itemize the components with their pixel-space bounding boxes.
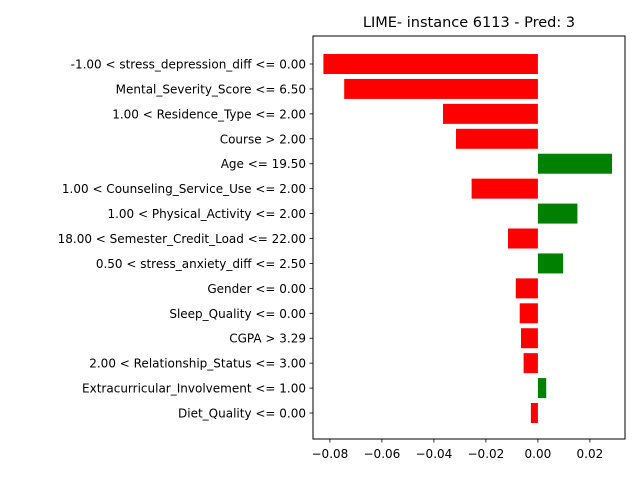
- bar: [323, 54, 538, 74]
- x-tick-label: −0.08: [312, 447, 349, 461]
- x-tick-label: 0.00: [525, 447, 552, 461]
- x-tick-label: −0.02: [468, 447, 505, 461]
- y-tick-label: Mental_Severity_Score <= 6.50: [116, 82, 306, 96]
- plot-area-frame: [312, 35, 626, 440]
- y-tick-label: Age <= 19.50: [221, 157, 306, 171]
- bar: [456, 128, 538, 149]
- y-tick-label: Course > 2.00: [220, 132, 306, 146]
- y-tick-label: Extracurricular_Involvement <= 1.00: [82, 382, 306, 396]
- x-tick-label: −0.04: [416, 447, 453, 461]
- chart-title: LIME- instance 6113 - Pred: 3: [363, 15, 575, 31]
- y-tick-label: Diet_Quality <= 0.00: [178, 407, 306, 421]
- x-tick-label: −0.06: [364, 447, 401, 461]
- y-tick-label: -1.00 < stress_depression_diff <= 0.00: [71, 58, 306, 72]
- y-tick-label: 0.50 < stress_anxiety_diff <= 2.50: [96, 257, 306, 271]
- bar: [537, 253, 564, 274]
- x-tick-label: 0.02: [577, 447, 604, 461]
- bar: [519, 303, 538, 324]
- bar: [521, 328, 538, 349]
- bar: [443, 103, 538, 124]
- y-axis-ticks: -1.00 < stress_depression_diff <= 0.00 Me…: [58, 58, 313, 421]
- y-tick-label: 1.00 < Physical_Activity <= 2.00: [107, 207, 306, 221]
- bar: [523, 353, 538, 374]
- bar: [530, 403, 538, 424]
- bar: [471, 178, 538, 199]
- bar: [344, 78, 538, 99]
- y-tick-label: Sleep_Quality <= 0.00: [169, 307, 306, 321]
- y-tick-label: 1.00 < Counseling_Service_Use <= 2.00: [62, 182, 306, 196]
- bar-group: [323, 54, 612, 424]
- x-axis-ticks: −0.08 −0.06 −0.04 −0.02 0.00 0.02: [312, 439, 604, 461]
- y-tick-label: 2.00 < Relationship_Status <= 3.00: [89, 357, 306, 371]
- bar: [537, 203, 578, 224]
- y-tick-label: 18.00 < Semester_Credit_Load <= 22.00: [58, 232, 306, 246]
- bar: [515, 278, 538, 299]
- y-tick-label: CGPA > 3.29: [229, 332, 306, 346]
- y-tick-label: 1.00 < Residence_Type <= 2.00: [112, 107, 306, 121]
- bar: [508, 228, 538, 249]
- bar: [537, 378, 547, 399]
- bar: [537, 153, 612, 174]
- y-tick-label: Gender <= 0.00: [207, 282, 306, 296]
